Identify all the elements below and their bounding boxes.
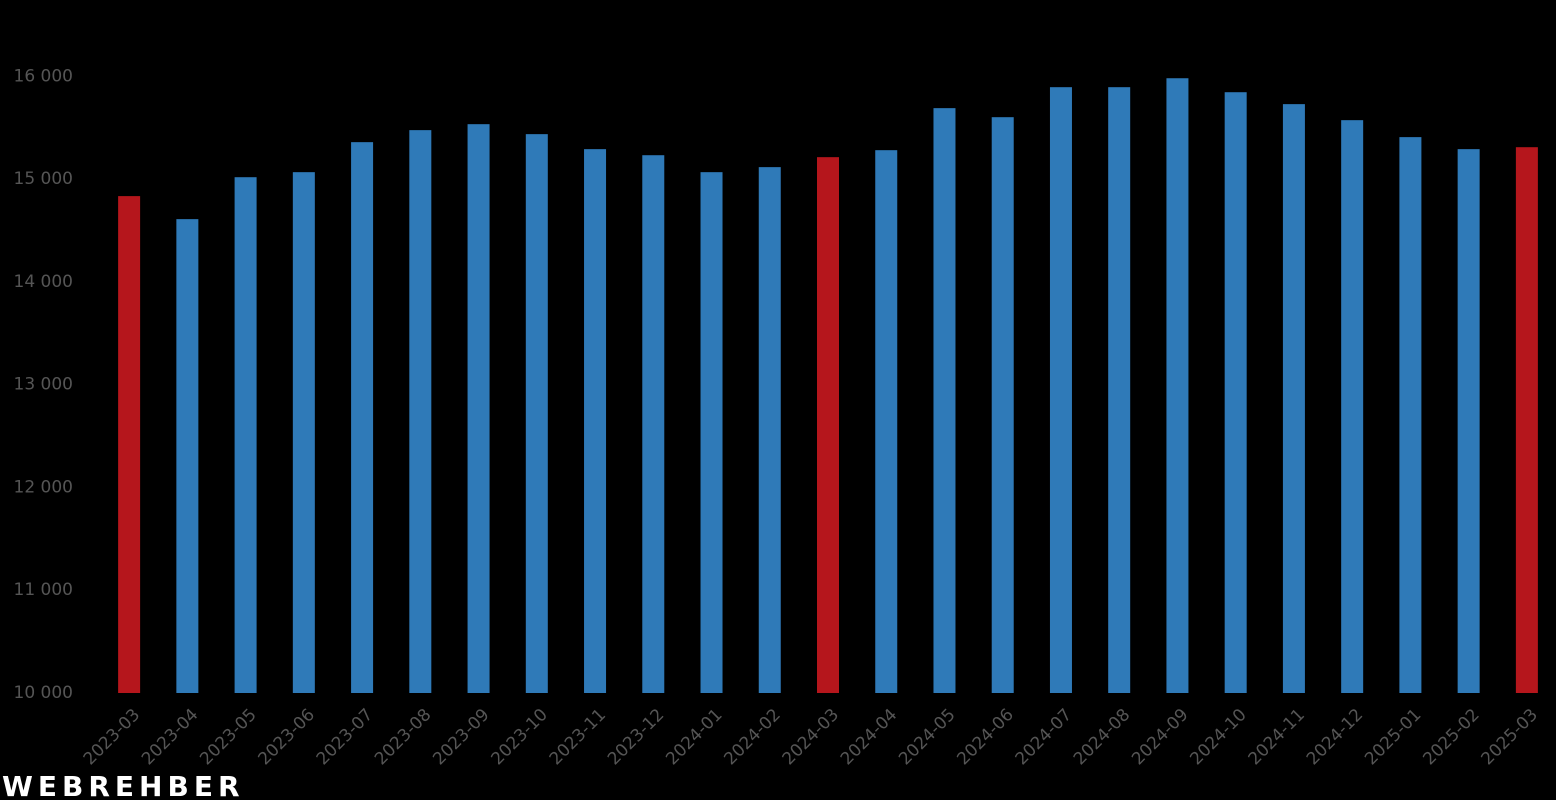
x-tick-label: 2024-06 — [953, 705, 1017, 769]
watermark: WEBREHBER — [2, 770, 245, 800]
bar — [1166, 78, 1189, 694]
y-tick-label: 13 000 — [14, 375, 73, 395]
x-tick-label: 2025-02 — [1419, 705, 1483, 769]
x-tick-label: 2024-01 — [662, 705, 726, 769]
x-tick-label: 2024-11 — [1245, 705, 1309, 769]
bar — [176, 219, 199, 693]
bar — [1399, 137, 1422, 694]
bar — [1457, 149, 1480, 693]
x-tick-label: 2024-08 — [1070, 705, 1134, 769]
bar — [525, 134, 548, 693]
bar — [1224, 92, 1247, 694]
x-tick-label: 2024-09 — [1128, 705, 1192, 769]
x-tick-label: 2023-10 — [488, 705, 552, 769]
bar — [700, 172, 723, 694]
y-tick-label: 10 000 — [14, 683, 73, 703]
x-tick-label: 2023-09 — [429, 705, 493, 769]
y-tick-label: 14 000 — [14, 272, 73, 292]
x-tick-label: 2023-08 — [371, 705, 435, 769]
x-tick-label: 2024-05 — [895, 705, 959, 769]
x-tick-label: 2023-05 — [196, 705, 260, 769]
bar — [1515, 147, 1538, 693]
x-tick-label: 2023-06 — [255, 705, 319, 769]
x-tick-label: 2024-03 — [779, 705, 843, 769]
bar — [467, 124, 490, 694]
x-tick-label: 2024-02 — [720, 705, 784, 769]
x-tick-label: 2023-03 — [80, 705, 144, 769]
x-tick-label: 2023-04 — [138, 705, 202, 769]
x-tick-label: 2024-12 — [1303, 705, 1367, 769]
bar — [118, 196, 141, 693]
y-tick-label: 12 000 — [14, 477, 73, 497]
bar — [1108, 87, 1131, 693]
bar — [234, 177, 257, 693]
x-tick-label: 2023-12 — [604, 705, 668, 769]
bar — [817, 157, 839, 693]
y-tick-label: 11 000 — [14, 580, 73, 600]
x-tick-label: 2023-11 — [546, 705, 610, 769]
x-tick-label: 2025-03 — [1478, 705, 1542, 769]
x-tick-label: 2025-01 — [1361, 705, 1425, 769]
bar — [875, 150, 898, 694]
bar — [292, 172, 315, 694]
x-tick-label: 2024-10 — [1186, 705, 1250, 769]
bar — [1282, 104, 1305, 693]
y-tick-label: 15 000 — [14, 169, 73, 189]
bar — [409, 130, 432, 693]
bar — [584, 149, 607, 693]
y-tick-label: 16 000 — [14, 66, 73, 86]
bar — [1049, 87, 1072, 693]
bar — [758, 167, 781, 693]
bar — [933, 108, 956, 693]
x-tick-label: 2024-07 — [1012, 705, 1076, 769]
bar — [1341, 120, 1364, 693]
bar — [351, 142, 374, 693]
x-tick-label: 2024-04 — [837, 705, 901, 769]
x-tick-label: 2023-07 — [313, 705, 377, 769]
bar — [991, 117, 1014, 693]
bar — [642, 155, 665, 693]
